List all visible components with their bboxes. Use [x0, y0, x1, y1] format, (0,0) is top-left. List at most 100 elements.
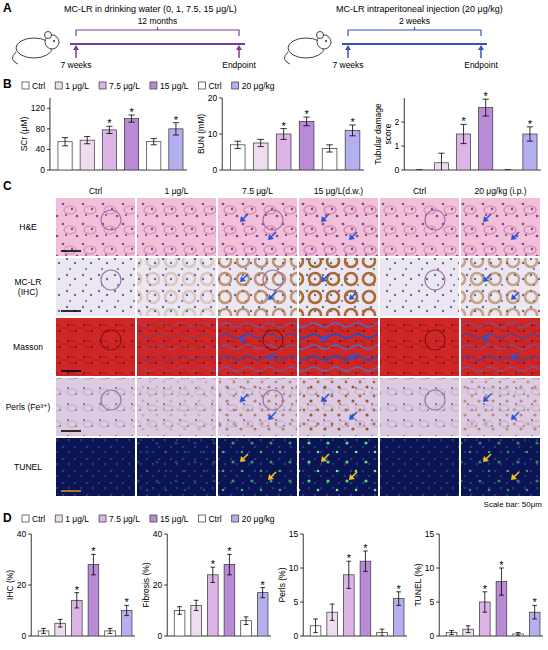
tick-label: 0 — [430, 631, 435, 641]
error-bar — [330, 604, 335, 620]
legend-label: 1 μg/L — [65, 81, 89, 91]
error-line — [382, 629, 383, 636]
error-cap — [363, 571, 368, 572]
arrow-head — [321, 276, 327, 282]
bar — [257, 593, 268, 636]
scale-bar — [61, 430, 81, 432]
error-bar — [84, 137, 90, 144]
time-arrow-head — [345, 45, 351, 50]
scale-bar — [61, 490, 81, 492]
tissue-stain — [461, 198, 540, 256]
column-header: 20 μg/kg (i.p.) — [474, 186, 526, 196]
tissue-texture — [461, 318, 540, 376]
plot-area — [310, 551, 404, 636]
tissue-texture — [380, 378, 459, 436]
tick — [300, 534, 303, 535]
significance: * — [483, 583, 488, 595]
error-cap — [41, 628, 46, 629]
tick — [300, 636, 303, 637]
tissue-stain — [461, 318, 540, 376]
plot-area — [174, 554, 268, 636]
tick-label: 120 — [31, 103, 45, 113]
indicator-arrow — [483, 394, 491, 402]
bar — [412, 170, 426, 171]
indicator-arrow — [349, 352, 357, 360]
glomerulus — [263, 210, 283, 230]
micrograph — [56, 318, 135, 376]
arrow-head — [483, 396, 489, 402]
error-cap — [313, 632, 318, 633]
error-cap — [313, 619, 318, 620]
micrograph — [56, 258, 135, 316]
tissue-base — [461, 438, 540, 496]
tick — [28, 585, 31, 586]
error-cap — [483, 116, 489, 117]
tick-label: 0 — [213, 165, 218, 175]
tissue-stain — [137, 258, 216, 316]
error-cap — [84, 143, 90, 144]
axis-title-group: SCr (μM) — [19, 117, 29, 152]
glomerulus — [101, 210, 121, 230]
micrograph — [380, 258, 459, 316]
significance: * — [499, 559, 504, 571]
indicator-arrow — [268, 292, 276, 300]
text-line: score — [383, 123, 393, 144]
error-cap — [128, 122, 134, 123]
legend-swatch — [99, 515, 106, 522]
text-line: MC-LR — [15, 277, 42, 287]
tissue-base — [299, 438, 378, 496]
axis-title-group: TUNEL (%) — [413, 563, 423, 606]
micrograph — [299, 258, 378, 316]
error-bar — [363, 551, 368, 571]
error-cap — [244, 624, 249, 625]
error-bar — [449, 631, 454, 635]
tissue-texture — [461, 258, 540, 316]
error-cap — [466, 632, 471, 633]
error-cap — [438, 153, 444, 154]
error-line — [93, 554, 94, 574]
indicator-arrow — [349, 292, 357, 300]
error-bar — [482, 592, 487, 612]
indicator-arrow — [483, 274, 491, 282]
error-cap — [516, 632, 521, 633]
indicator-arrow — [240, 214, 248, 222]
indicator-arrow — [321, 454, 329, 462]
indicator-arrow — [268, 472, 276, 480]
arrow-head — [321, 336, 327, 342]
significance: * — [227, 545, 232, 557]
tissue-base — [299, 318, 378, 376]
error-cap — [74, 607, 79, 608]
tick-label: 10 — [208, 129, 218, 139]
tissue-stain — [218, 378, 297, 436]
row-label: Perls (Fe³⁺) — [6, 402, 51, 412]
error-line — [153, 139, 154, 145]
duration-label: 2 weeks — [399, 16, 430, 26]
ear — [45, 32, 52, 39]
legend-swatch — [55, 515, 62, 522]
bar — [253, 143, 268, 170]
significance: * — [282, 120, 287, 132]
error-line — [329, 145, 330, 152]
axis-title-group: BUN (mM) — [196, 114, 206, 154]
tissue-texture — [380, 198, 459, 256]
arrow-head — [240, 456, 246, 462]
indicator-arrow — [240, 334, 248, 342]
tissue-texture — [218, 438, 297, 496]
legend-label: Ctrl — [32, 514, 45, 524]
error-bar — [257, 139, 263, 146]
micrograph — [380, 198, 459, 256]
micrograph — [299, 198, 378, 256]
tissue-base — [137, 378, 216, 436]
bar — [299, 121, 314, 170]
tissue-base — [56, 198, 135, 256]
indicator-arrow — [349, 232, 357, 240]
tick — [164, 585, 167, 586]
micrograph — [137, 318, 216, 376]
error-cap — [260, 597, 265, 598]
tissue-stain — [299, 378, 378, 436]
error-cap — [326, 144, 332, 145]
bar — [360, 561, 371, 636]
tick — [436, 636, 439, 637]
arrow-head — [483, 276, 489, 282]
glomerulus — [101, 390, 121, 410]
